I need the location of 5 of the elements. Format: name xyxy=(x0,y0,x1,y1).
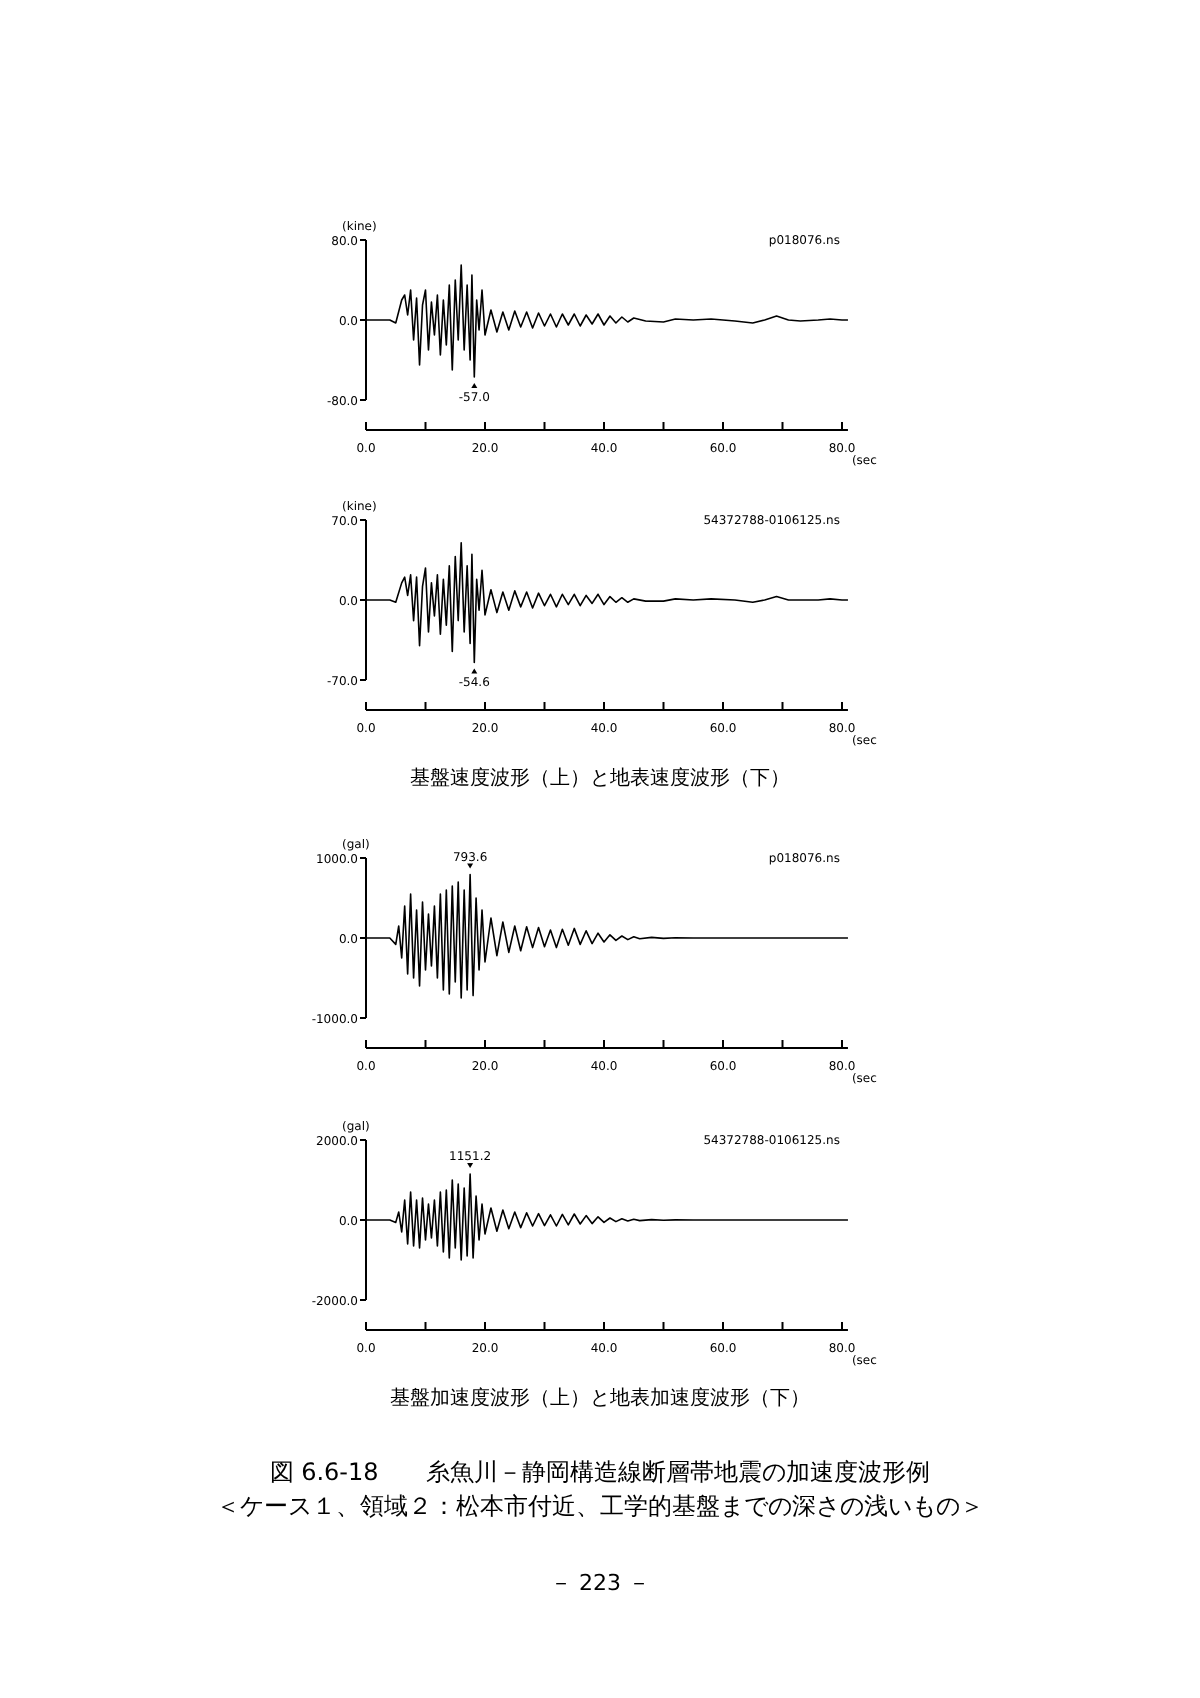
text: 基盤速度波形（上）と地表速度波形（下） xyxy=(410,766,790,790)
text: 基盤加速度波形（上）と地表加速度波形（下） xyxy=(390,1386,810,1410)
caption: 図 6.6-18 糸魚川－静岡構造線断層帯地震の加速度波形例 xyxy=(269,1458,931,1486)
text: － 223 － xyxy=(550,1570,650,1596)
text: ＜ケース１、領域２：松本市付近、工学的基盤までの深さの浅いもの＞ xyxy=(216,1492,984,1520)
